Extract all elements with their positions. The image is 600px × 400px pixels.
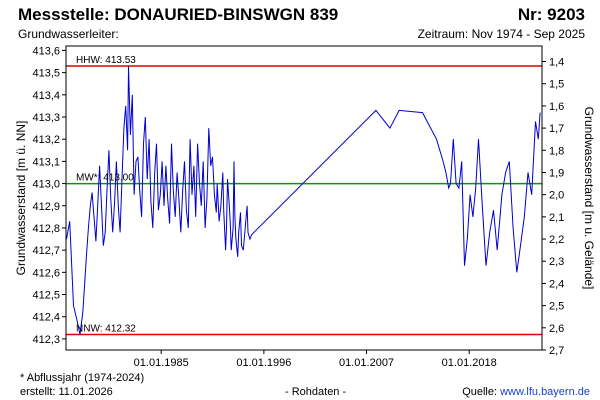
raw-data-label: - Rohdaten -	[285, 386, 347, 398]
y-right-tick-label: 2,4	[549, 278, 564, 290]
x-tick-label: 01.01.1996	[236, 357, 291, 369]
y-tick-label: 413,5	[32, 68, 60, 80]
x-tick-label: 01.01.2018	[442, 357, 497, 369]
reference-line-label: MW*: 413.00	[76, 173, 134, 184]
y-tick-label: 412,9	[32, 201, 60, 213]
y-tick-label: 412,4	[32, 312, 60, 324]
y-right-tick-label: 1,6	[549, 101, 564, 113]
y-right-tick-label: 2,3	[549, 256, 564, 268]
y-tick-label: 413,6	[32, 45, 60, 57]
series-line	[66, 65, 541, 335]
y-right-tick-label: 1,9	[549, 167, 564, 179]
y-right-tick-label: 2,1	[549, 212, 564, 224]
y-right-tick-label: 2,6	[549, 323, 564, 335]
station-number: Nr: 9203	[517, 5, 585, 24]
chart-title: Messstelle: DONAURIED-BINSWGN 839	[18, 5, 339, 24]
y-right-tick-label: 2,0	[549, 190, 564, 202]
y-axis-title: Grundwasserstand [m ü. NN]	[14, 121, 28, 276]
reference-line-label: NNW: 412.32	[76, 323, 136, 334]
y-tick-label: 413,0	[32, 179, 60, 191]
period-label: Zeitraum: Nov 1974 - Sep 2025	[417, 27, 585, 41]
y-right-tick-label: 2,7	[549, 345, 564, 357]
plot-frame	[65, 45, 543, 351]
source-link[interactable]: www.lfu.bayern.de	[500, 386, 590, 398]
aquifer-label: Grundwasserleiter:	[18, 27, 119, 41]
y-right-tick-label: 1,4	[549, 57, 564, 69]
source-label: Quelle:	[462, 386, 501, 398]
y-right-tick-label: 1,7	[549, 123, 564, 135]
reference-line-label: HHW: 413.53	[76, 55, 136, 66]
footnote: * Abflussjahr (1974-2024)	[20, 372, 145, 384]
x-tick-label: 01.01.1985	[134, 357, 189, 369]
y-tick-label: 412,8	[32, 223, 60, 235]
y-tick-label: 412,7	[32, 245, 60, 257]
y-right-tick-label: 1,8	[549, 145, 564, 157]
y-tick-label: 412,5	[32, 290, 60, 302]
y-right-axis-title: Grundwasserstand [m u. Gelände]	[582, 107, 596, 290]
y-right-tick-label: 2,2	[549, 234, 564, 246]
source-attribution: Quelle: www.lfu.bayern.de	[462, 386, 590, 398]
y-tick-label: 413,3	[32, 112, 60, 124]
y-tick-label: 413,1	[32, 156, 60, 168]
y-right-tick-label: 1,5	[549, 79, 564, 91]
created-date: erstellt: 11.01.2026	[20, 386, 113, 398]
y-right-tick-label: 2,5	[549, 301, 564, 313]
y-tick-label: 412,3	[32, 334, 60, 346]
x-tick-label: 01.01.2007	[339, 357, 394, 369]
y-tick-label: 412,6	[32, 267, 60, 279]
y-tick-label: 413,2	[32, 134, 60, 146]
y-tick-label: 413,4	[32, 90, 60, 102]
